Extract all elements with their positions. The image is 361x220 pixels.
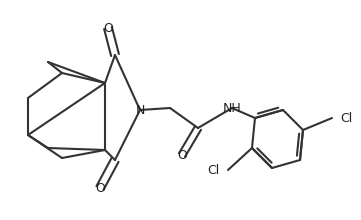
Text: O: O (103, 22, 113, 35)
Text: O: O (177, 148, 187, 161)
Text: N: N (135, 103, 145, 117)
Text: Cl: Cl (208, 163, 220, 176)
Text: NH: NH (223, 101, 242, 114)
Text: Cl: Cl (340, 112, 352, 125)
Text: O: O (95, 182, 105, 194)
